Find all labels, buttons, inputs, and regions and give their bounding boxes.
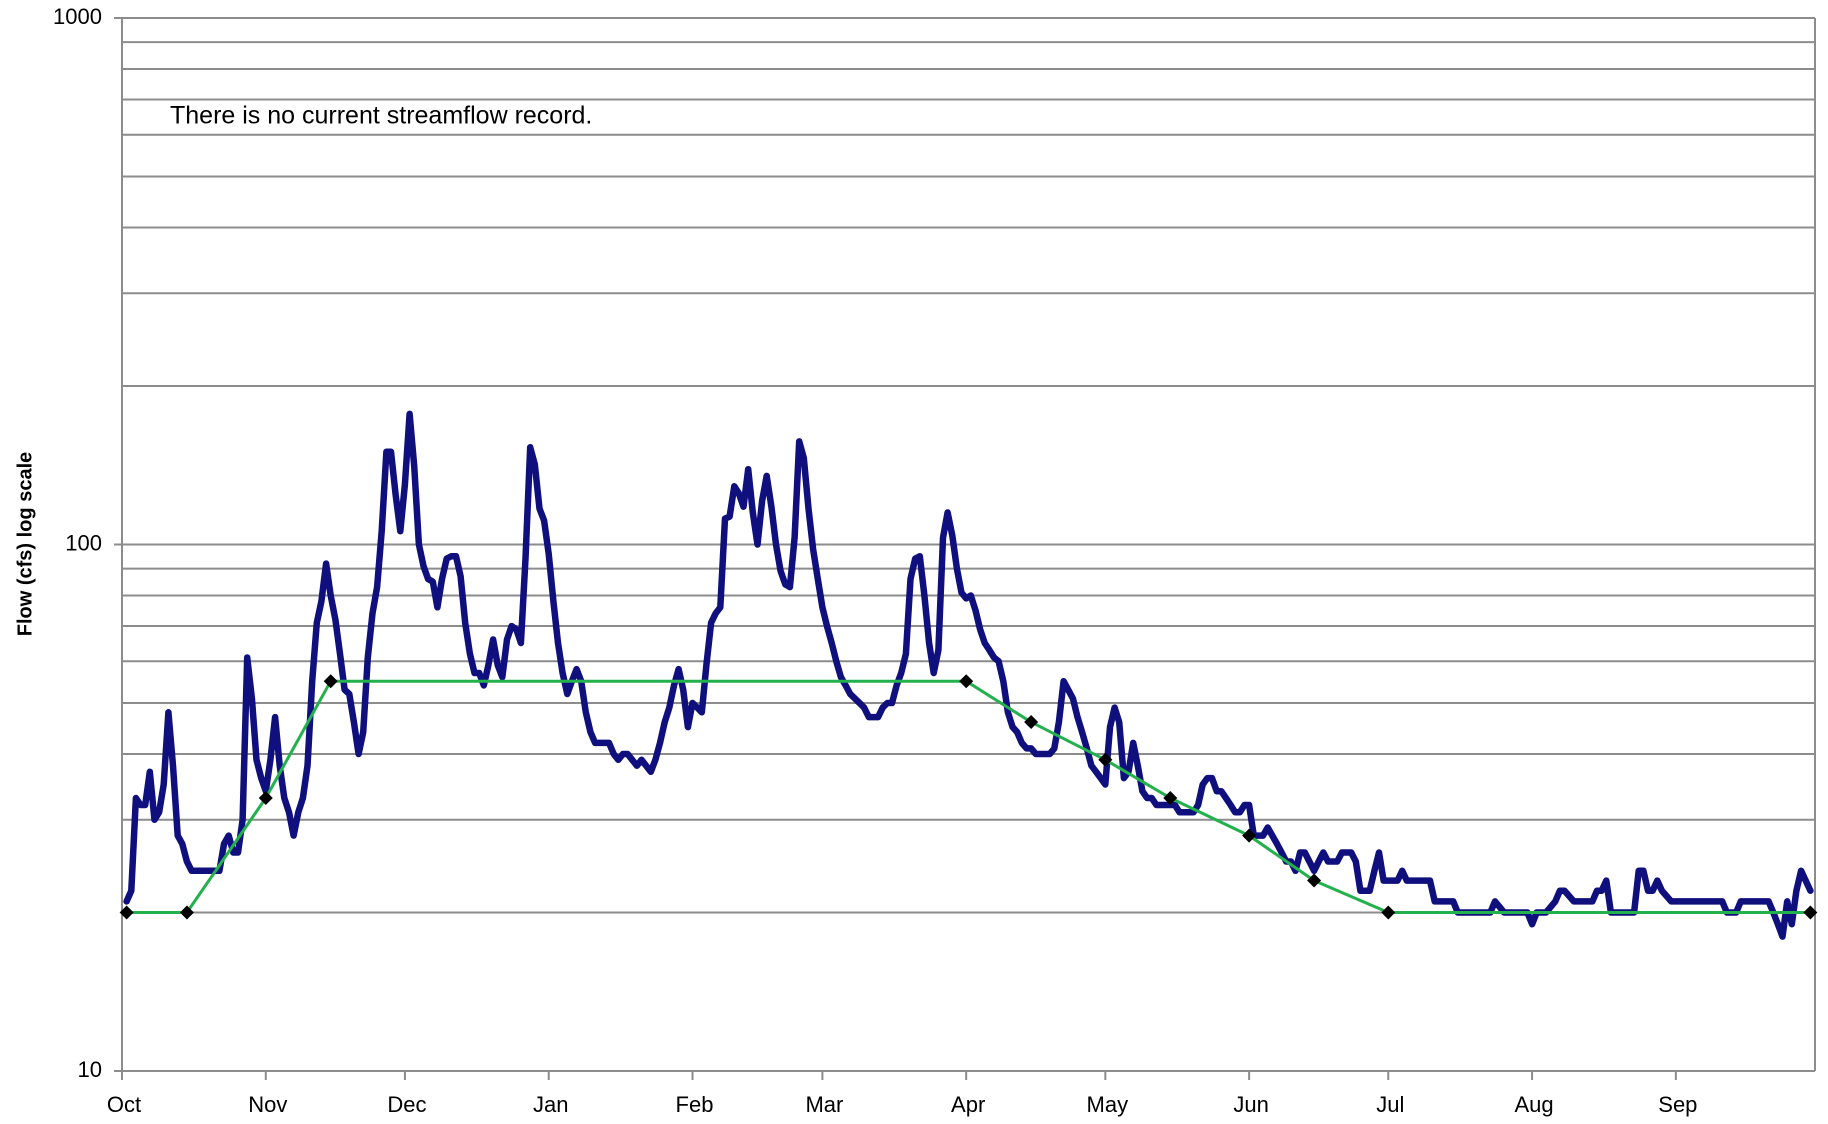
marker xyxy=(258,791,273,806)
x-tick-label: Jan xyxy=(533,1092,568,1117)
x-tick-label: Sep xyxy=(1658,1092,1697,1117)
marker xyxy=(1098,752,1113,767)
x-tick-label: Aug xyxy=(1514,1092,1553,1117)
y-axis-label: Flow (cfs) log scale xyxy=(14,452,36,636)
marker xyxy=(1024,715,1039,730)
marker xyxy=(1163,791,1178,806)
x-tick-label: Feb xyxy=(676,1092,714,1117)
x-tick-label: Mar xyxy=(805,1092,843,1117)
marker xyxy=(1803,905,1818,920)
marker xyxy=(179,905,194,920)
series-line xyxy=(123,410,1814,940)
marker xyxy=(119,905,134,920)
series-line xyxy=(125,679,1812,914)
x-tick-label: Nov xyxy=(248,1092,287,1117)
marker xyxy=(1307,873,1322,888)
marker xyxy=(323,674,338,689)
y-tick-label: 10 xyxy=(78,1057,102,1082)
x-tick-label: Apr xyxy=(951,1092,985,1117)
x-tick-label: Dec xyxy=(387,1092,426,1117)
annotation: There is no current streamflow record. xyxy=(170,102,592,130)
y-tick-label: 1000 xyxy=(53,4,102,29)
x-tick-label: Oct xyxy=(107,1092,141,1117)
x-tick-label: May xyxy=(1087,1092,1129,1117)
x-tick-label: Jun xyxy=(1233,1092,1268,1117)
x-tick-label: Jul xyxy=(1376,1092,1404,1117)
marker xyxy=(959,674,974,689)
y-tick-label: 100 xyxy=(65,530,102,555)
marker xyxy=(1242,828,1257,843)
marker xyxy=(1381,905,1396,920)
